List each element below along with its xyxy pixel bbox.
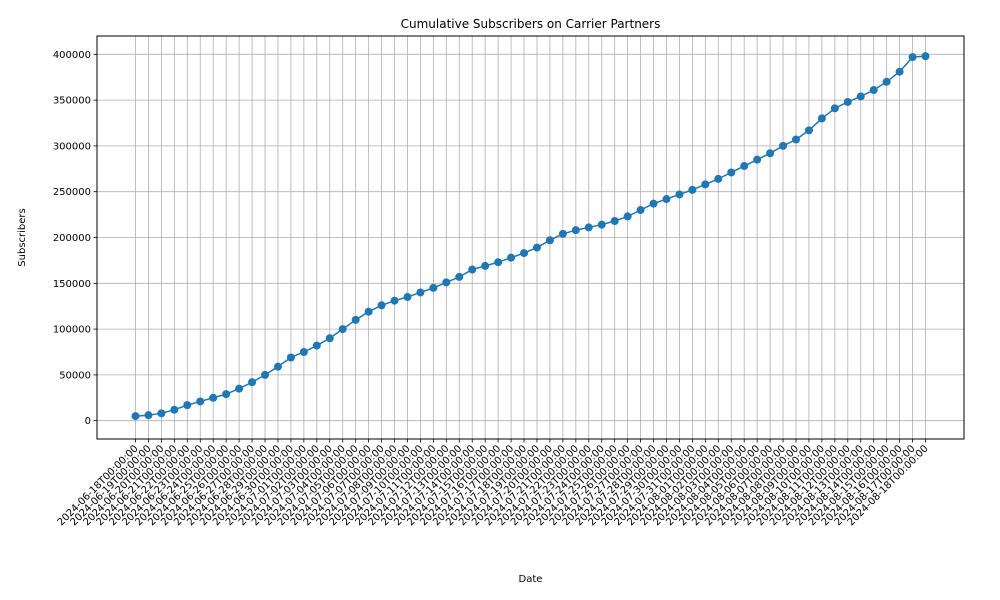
data-point [429,283,438,292]
series-subscribers [131,52,930,421]
data-point [584,223,593,232]
data-point [662,195,671,204]
data-point [312,341,321,350]
data-point [235,384,244,393]
data-point [131,412,140,421]
y-tick-label: 150000 [53,279,91,290]
data-point [804,126,813,135]
data-point [494,258,503,267]
data-point [714,174,723,183]
data-point [843,97,852,106]
data-point [144,411,153,420]
data-point [183,401,192,410]
data-point [377,301,386,310]
data-point [701,180,710,189]
data-point [908,53,917,62]
data-point [299,347,308,356]
data-point [351,315,360,324]
data-point [209,393,218,402]
data-point [157,409,166,418]
data-point [558,229,567,238]
y-tick-label: 0 [85,416,91,427]
data-point [403,293,412,302]
data-point [325,334,334,343]
y-tick-label: 350000 [53,96,91,107]
data-point [390,296,399,305]
x-axis-label: Date [519,574,543,585]
data-point [779,141,788,150]
y-tick-label: 50000 [59,370,91,381]
data-point [869,86,878,95]
data-point [740,162,749,171]
data-point [597,220,606,229]
data-point [895,67,904,76]
data-point [532,243,541,252]
data-point [468,265,477,274]
x-axis-ticks: 2024-06-18T00:00:002024-06-19T00:00:0020… [56,439,931,528]
data-point [571,226,580,235]
y-tick-label: 100000 [53,325,91,336]
data-point [882,77,891,86]
data-point [481,261,490,270]
data-point [416,288,425,297]
y-axis-label: Subscribers [17,208,28,266]
data-point [442,278,451,287]
y-tick-label: 300000 [53,141,91,152]
data-point [688,185,697,194]
data-point [273,362,282,371]
data-point [817,114,826,123]
data-point [675,190,684,199]
data-point [727,168,736,177]
chart-title: Cumulative Subscribers on Carrier Partne… [401,17,661,31]
data-point [766,149,775,158]
data-point [921,52,930,61]
data-point [248,378,257,387]
data-point [545,236,554,245]
data-point [636,206,645,215]
y-tick-label: 250000 [53,187,91,198]
y-tick-label: 200000 [53,233,91,244]
data-point [286,353,295,362]
data-point [222,390,231,399]
y-axis-ticks: 0 50000 100000 150000 200000 250000 300000 3500… [53,50,97,427]
data-point [170,405,179,414]
data-point [455,272,464,281]
data-point [261,370,270,379]
data-point [753,155,762,164]
data-point [507,253,516,262]
data-point [364,307,373,316]
y-tick-label: 400000 [53,50,91,61]
data-point [830,104,839,113]
data-point [649,199,658,208]
data-point [791,135,800,144]
data-point [610,217,619,226]
data-point [856,92,865,101]
data-point [623,212,632,221]
data-point [520,249,529,258]
data-point [196,397,205,406]
data-point [338,325,347,334]
